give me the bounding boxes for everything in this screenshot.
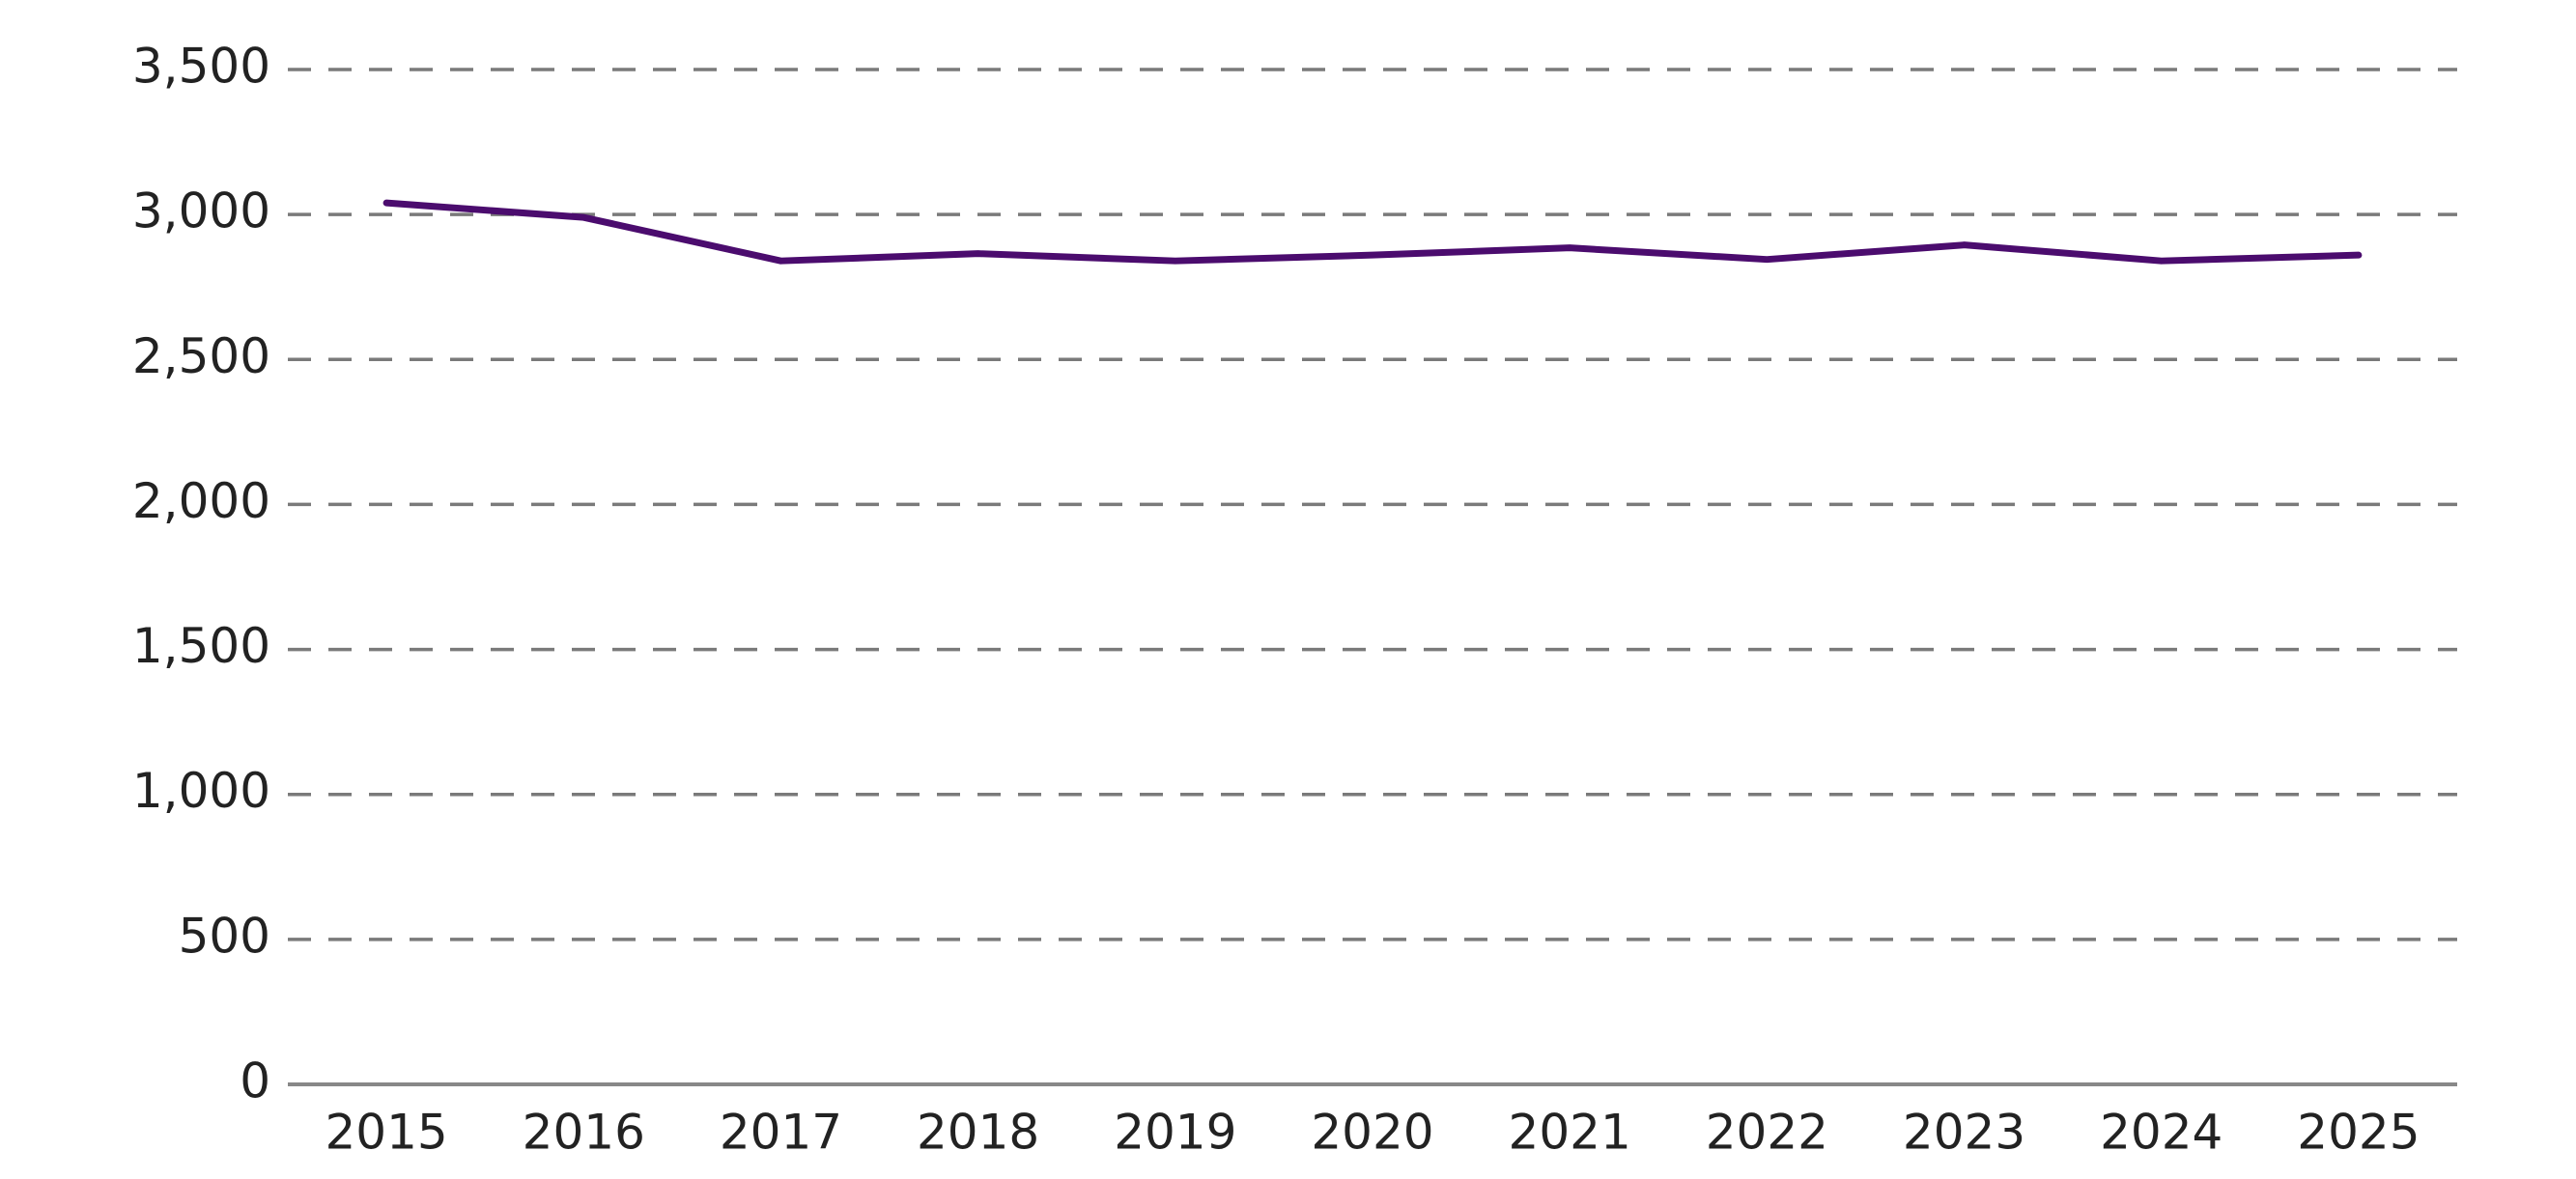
y-tick-label: 3,500 [132,39,270,95]
y-tick-label: 2,500 [132,328,270,384]
y-tick-label: 1,000 [132,763,270,819]
data-line [382,199,2363,265]
x-tick-label: 2022 [1706,1105,1828,1161]
y-tick-label: 500 [179,908,270,964]
x-tick-label: 2024 [2100,1105,2222,1161]
x-tick-label: 2016 [523,1105,645,1161]
x-tick-label: 2018 [917,1105,1039,1161]
x-tick-label: 2017 [720,1105,842,1161]
y-tick-label: 3,000 [132,183,270,239]
y-tick-label: 2,000 [132,473,270,529]
x-tick-label: 2019 [1114,1105,1236,1161]
x-tick-label: 2020 [1311,1105,1433,1161]
y-tick-label: 1,500 [132,618,270,674]
x-tick-label: 2015 [325,1105,447,1161]
x-tick-label: 2021 [1509,1105,1631,1161]
x-tick-label: 2025 [2297,1105,2420,1161]
x-tick-label: 2023 [1903,1105,2025,1161]
y-tick-label: 0 [240,1053,270,1109]
